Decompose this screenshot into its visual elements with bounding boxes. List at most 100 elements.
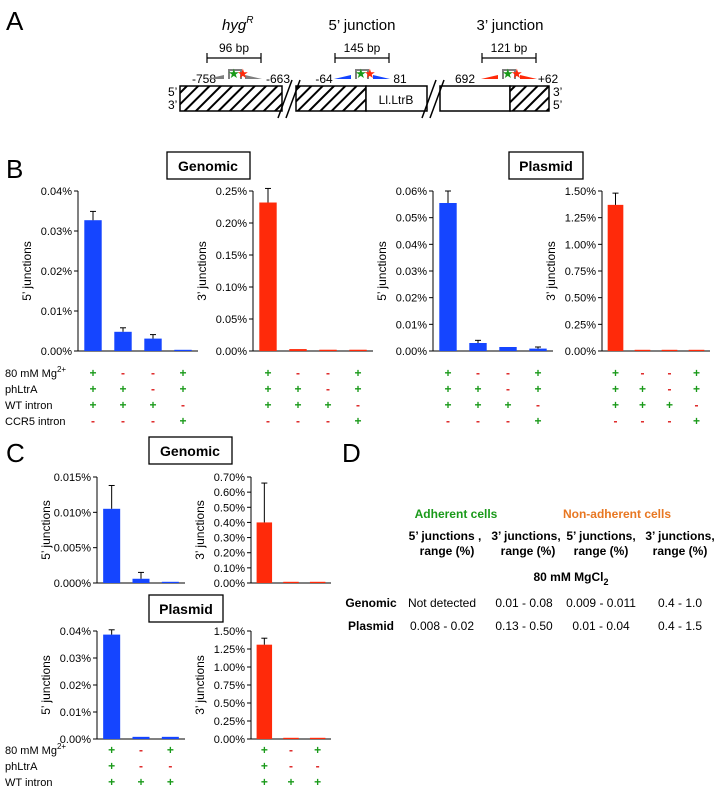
y-tick-label: 0.01% <box>41 306 72 318</box>
y-tick-label: 0.00% <box>565 346 596 358</box>
minus-mark: - <box>151 382 155 396</box>
j5-size: 145 bp <box>344 41 381 55</box>
plus-mark: + <box>639 382 646 396</box>
header-col-3: 5’ junctions, range (%) <box>566 529 635 558</box>
hyg-reverse-primer-icon <box>245 75 262 79</box>
chart-c1: 0.000% 0.005% 0.010% 0.015% 5’ junctions <box>39 472 185 590</box>
y-tick-label: 0.30% <box>214 533 245 545</box>
bar <box>114 331 132 351</box>
minus-mark: - <box>139 743 143 757</box>
y-tick-label: 0.05% <box>396 213 427 225</box>
green-star-icon: ★ <box>228 66 240 81</box>
plus-mark: + <box>89 382 96 396</box>
plus-mark: + <box>612 366 619 380</box>
y-tick-label: 0.00% <box>214 734 245 746</box>
y-tick-label: 0.03% <box>60 653 91 665</box>
hyg-segment <box>179 85 283 112</box>
plus-mark: + <box>639 398 646 412</box>
minus-mark: - <box>121 366 125 380</box>
y-tick-label: 1.50% <box>214 626 245 638</box>
row-label-genomic: Genomic <box>345 596 397 610</box>
hyg-right-coord: -663 <box>266 72 290 86</box>
table-cell: 0.13 - 0.50 <box>495 619 553 633</box>
plus-mark: + <box>612 398 619 412</box>
range-table: Adherent cells Non-adherent cells 5’ jun… <box>345 507 714 633</box>
plus-mark: + <box>612 382 619 396</box>
bar <box>144 338 162 351</box>
minus-mark: - <box>168 759 172 773</box>
plus-mark: + <box>693 382 700 396</box>
conditions-b3: + - - + + + - + + + + - - - - + <box>444 366 541 428</box>
minus-mark: - <box>289 759 293 773</box>
minus-mark: - <box>506 366 510 380</box>
header-col-2: 3’ junctions, range (%) <box>491 529 560 558</box>
y-tick-label: 0.40% <box>214 517 245 529</box>
j3-probe-icon <box>502 69 516 79</box>
panel-label-a: A <box>6 6 24 36</box>
bar <box>607 204 624 351</box>
minus-mark: - <box>668 414 672 428</box>
break-mark <box>277 79 293 119</box>
plus-mark: + <box>264 366 271 380</box>
y-tick-label: 0.20% <box>216 218 247 230</box>
red-star-icon: ★ <box>237 66 249 81</box>
minus-mark: - <box>356 398 360 412</box>
green-star-icon: ★ <box>502 66 514 81</box>
y-tick-label: 0.04% <box>60 626 91 638</box>
group-nonadherent: Non-adherent cells <box>563 507 671 521</box>
minus-mark: - <box>151 366 155 380</box>
bar <box>103 634 121 739</box>
table-cell: 0.01 - 0.04 <box>572 619 630 633</box>
y-tick-label: 0.75% <box>565 266 596 278</box>
y-tick-label: 1.50% <box>565 186 596 198</box>
y-tick-label: 0.50% <box>214 502 245 514</box>
table-cell: 0.01 - 0.08 <box>495 596 553 610</box>
ltrb-segment <box>365 85 428 112</box>
genomic-title-b: Genomic <box>178 158 238 174</box>
minus-mark: - <box>641 414 645 428</box>
bar <box>132 736 150 739</box>
conditions-b1: + - - + + + - + + + + - - - - + <box>89 366 186 428</box>
flank-segment-3 <box>509 85 550 112</box>
j3-reverse-primer-icon <box>520 75 537 79</box>
minus-mark: - <box>326 366 330 380</box>
bar <box>256 522 273 583</box>
plus-mark: + <box>261 759 268 773</box>
condition-tables: + - - ++ + - ++ + + -- - - ++ - - ++ + - ++ + + -- - - ++ - - ++ + - +… <box>89 366 700 789</box>
bar <box>103 508 121 583</box>
plus-mark: + <box>108 743 115 757</box>
plasmid-title-box <box>508 151 584 180</box>
chart-c3: 0.00% 0.01% 0.02% 0.03% 0.04% 5’ junctions <box>39 626 185 746</box>
minus-mark: - <box>326 414 330 428</box>
plus-mark: + <box>474 398 481 412</box>
row-label-plasmid: Plasmid <box>348 619 394 633</box>
condition-label-wt: WT intron <box>5 777 52 789</box>
y-tick-label: 0.10% <box>216 282 247 294</box>
j5-reverse-primer-icon <box>373 75 390 79</box>
table-cell: 0.009 - 0.011 <box>566 596 636 610</box>
plus-mark: + <box>261 775 268 789</box>
minus-mark: - <box>289 743 293 757</box>
plus-mark: + <box>354 382 361 396</box>
y-tick-label: 1.00% <box>214 662 245 674</box>
strand-3-label-right: 3’ <box>553 85 562 99</box>
bar <box>661 349 678 351</box>
panel-label-c: C <box>6 438 25 468</box>
bar <box>256 644 273 739</box>
plus-mark: + <box>119 398 126 412</box>
green-star-icon: ★ <box>355 66 367 81</box>
hyg-forward-primer-icon <box>207 75 224 79</box>
y-tick-label: 0.000% <box>54 578 92 590</box>
conditions-c3: + - + + - - + + + <box>108 743 174 789</box>
j3-left-coord: 692 <box>455 72 475 86</box>
condition-label-mg: 80 mM Mg2+ <box>5 742 66 757</box>
plus-mark: + <box>534 366 541 380</box>
bar <box>84 220 102 351</box>
hyg-left-coord: -758 <box>192 72 216 86</box>
bar <box>161 736 179 739</box>
plus-mark: + <box>179 414 186 428</box>
y-tick-label: 0.04% <box>396 239 427 251</box>
plus-mark: + <box>108 759 115 773</box>
plasmid-title-box-c <box>148 594 224 623</box>
header-col-1: 5’ junctions , range (%) <box>409 529 482 558</box>
